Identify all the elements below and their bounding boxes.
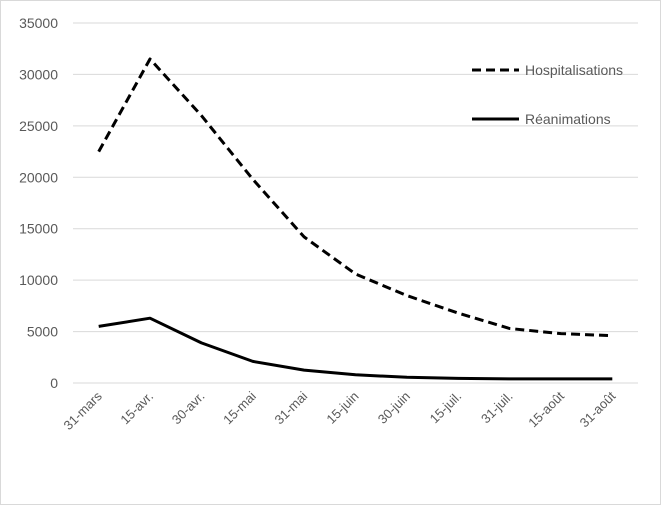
legend-label-reanimations: Réanimations <box>525 111 611 127</box>
y-tick-label: 25000 <box>19 118 58 134</box>
x-tick-label: 15-avr. <box>117 389 156 428</box>
y-axis-tick-labels: 0 5000 10000 15000 20000 25000 30000 35000 <box>19 15 58 391</box>
x-tick-label: 31-août <box>577 388 619 430</box>
y-tick-label: 10000 <box>19 272 58 288</box>
y-tick-label: 20000 <box>19 169 58 185</box>
x-tick-label: 15-mai <box>220 388 259 427</box>
x-tick-label: 31-mars <box>60 388 105 433</box>
legend: Hospitalisations Réanimations <box>472 62 623 127</box>
gridlines <box>73 22 638 384</box>
y-tick-label: 5000 <box>27 324 58 340</box>
legend-label-hospitalisations: Hospitalisations <box>525 62 623 78</box>
x-tick-label: 30-juin <box>375 389 413 427</box>
series-lines <box>97 57 613 381</box>
series-line-reanimations <box>98 316 613 381</box>
x-tick-label: 30-avr. <box>169 389 208 428</box>
x-tick-label: 31-juil. <box>478 389 516 427</box>
x-tick-label: 31-mai <box>272 388 311 427</box>
y-tick-label: 35000 <box>19 15 58 31</box>
series-line-hospitalisations <box>97 57 613 338</box>
x-tick-label: 15-juin <box>323 389 361 427</box>
x-tick-label: 15-juil. <box>427 389 465 427</box>
x-tick-label: 15-août <box>525 388 567 430</box>
y-tick-label: 15000 <box>19 221 58 237</box>
y-tick-label: 30000 <box>19 66 58 82</box>
x-axis-tick-labels: 31-mars 15-avr. 30-avr. 15-mai 31-mai 15-juin… <box>60 388 618 433</box>
y-tick-label: 0 <box>50 375 58 391</box>
